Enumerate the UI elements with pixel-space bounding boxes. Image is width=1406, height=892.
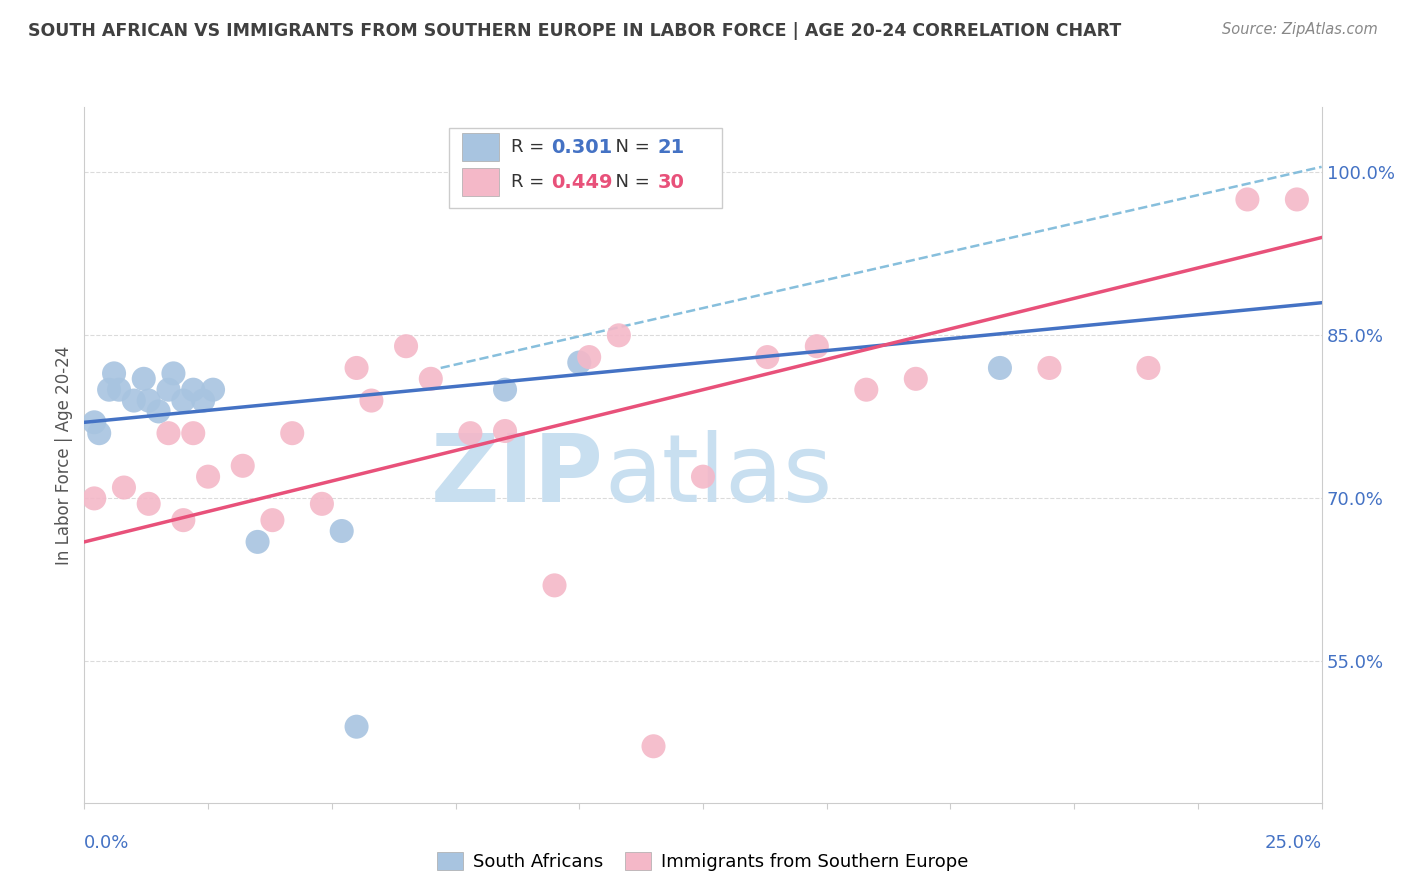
Text: 25.0%: 25.0%	[1264, 834, 1322, 852]
Point	[460, 426, 482, 441]
Point	[112, 481, 135, 495]
Point	[578, 350, 600, 364]
Y-axis label: In Labor Force | Age 20-24: In Labor Force | Age 20-24	[55, 345, 73, 565]
Point	[494, 424, 516, 438]
FancyBboxPatch shape	[461, 169, 499, 196]
Point	[172, 393, 194, 408]
FancyBboxPatch shape	[461, 134, 499, 161]
Point	[360, 393, 382, 408]
Point	[103, 367, 125, 381]
Point	[83, 415, 105, 429]
Text: SOUTH AFRICAN VS IMMIGRANTS FROM SOUTHERN EUROPE IN LABOR FORCE | AGE 20-24 CORR: SOUTH AFRICAN VS IMMIGRANTS FROM SOUTHER…	[28, 22, 1122, 40]
Text: 0.0%: 0.0%	[84, 834, 129, 852]
Point	[568, 355, 591, 369]
Point	[692, 469, 714, 483]
Point	[98, 383, 121, 397]
Point	[181, 383, 204, 397]
Text: R =: R =	[512, 138, 550, 156]
Text: 0.449: 0.449	[551, 173, 613, 192]
Point	[132, 372, 155, 386]
Point	[988, 361, 1011, 376]
Point	[157, 383, 180, 397]
Point	[181, 426, 204, 441]
Point	[806, 339, 828, 353]
Text: ZIP: ZIP	[432, 430, 605, 522]
Point	[1137, 361, 1160, 376]
Point	[89, 426, 111, 441]
Text: N =: N =	[605, 138, 655, 156]
Text: atlas: atlas	[605, 430, 832, 522]
Point	[172, 513, 194, 527]
Point	[1285, 193, 1308, 207]
Legend: South Africans, Immigrants from Southern Europe: South Africans, Immigrants from Southern…	[430, 846, 976, 879]
Point	[162, 367, 184, 381]
Point	[1236, 193, 1258, 207]
Point	[202, 383, 225, 397]
Point	[346, 720, 368, 734]
Point	[191, 393, 214, 408]
Point	[346, 361, 368, 376]
Point	[262, 513, 284, 527]
Point	[197, 469, 219, 483]
Point	[904, 372, 927, 386]
Point	[157, 426, 180, 441]
Point	[494, 383, 516, 397]
Text: 30: 30	[657, 173, 685, 192]
Point	[643, 739, 665, 754]
Point	[148, 404, 170, 418]
Point	[138, 393, 160, 408]
Text: 21: 21	[657, 138, 685, 157]
Text: Source: ZipAtlas.com: Source: ZipAtlas.com	[1222, 22, 1378, 37]
Point	[330, 524, 353, 538]
Point	[83, 491, 105, 506]
Text: R =: R =	[512, 173, 550, 191]
Point	[543, 578, 565, 592]
Point	[855, 383, 877, 397]
Point	[246, 535, 269, 549]
Point	[419, 372, 441, 386]
Point	[138, 497, 160, 511]
Point	[756, 350, 779, 364]
FancyBboxPatch shape	[450, 128, 721, 208]
Point	[395, 339, 418, 353]
Point	[108, 383, 131, 397]
Text: N =: N =	[605, 173, 655, 191]
Point	[607, 328, 630, 343]
Text: 0.301: 0.301	[551, 138, 612, 157]
Point	[122, 393, 145, 408]
Point	[1038, 361, 1060, 376]
Point	[281, 426, 304, 441]
Point	[311, 497, 333, 511]
Point	[232, 458, 254, 473]
